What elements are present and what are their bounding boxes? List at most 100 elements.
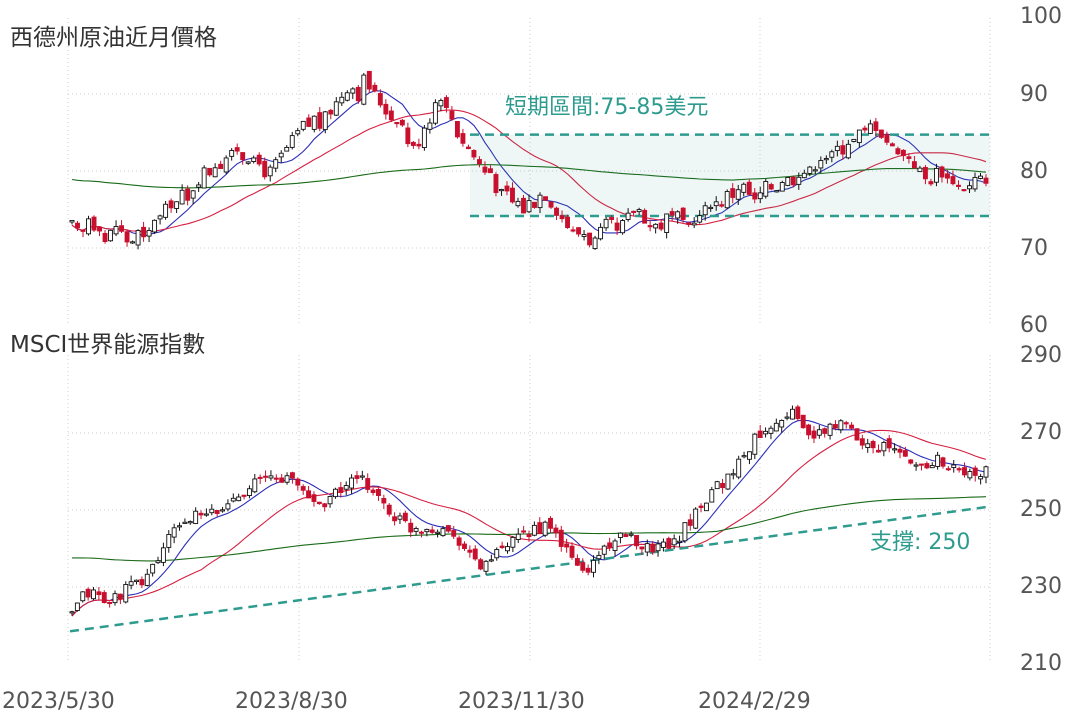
candle-body	[601, 545, 607, 555]
candle-body	[381, 498, 387, 504]
candle-body	[554, 207, 559, 216]
candle-body	[790, 176, 796, 186]
candle-body	[504, 185, 510, 192]
candle-body	[427, 122, 433, 130]
candle-body	[483, 560, 489, 572]
candle-body	[139, 579, 145, 586]
candle-body	[664, 213, 670, 233]
candle-body	[935, 454, 941, 467]
candle-body	[843, 422, 849, 425]
candle-body	[234, 147, 240, 152]
candle-body	[284, 475, 290, 483]
candle-body	[779, 419, 785, 428]
candle-body	[698, 505, 704, 508]
energy-y-tick: 290	[1020, 343, 1062, 368]
candle-body	[639, 546, 645, 550]
candle-body	[741, 183, 747, 193]
energy-y-tick: 250	[1020, 497, 1062, 522]
candle-body	[851, 138, 857, 142]
candle-body	[515, 200, 521, 207]
candle-body	[438, 99, 444, 107]
candle-body	[779, 182, 785, 192]
candle-body	[241, 494, 247, 497]
candle-body	[350, 88, 356, 94]
candle-body	[344, 92, 350, 101]
candle-body	[972, 176, 978, 190]
candle-body	[295, 130, 301, 135]
candle-body	[80, 229, 86, 232]
candle-body	[956, 184, 961, 187]
candle-body	[644, 543, 650, 553]
candle-body	[386, 504, 392, 515]
candle-body	[548, 201, 554, 208]
candle-body	[207, 167, 213, 176]
candle-body	[252, 478, 258, 493]
candle-body	[587, 232, 593, 246]
candle-body	[240, 152, 246, 161]
candle-body	[499, 189, 504, 192]
candle-body	[796, 176, 802, 185]
candle-body	[257, 476, 263, 479]
candle-body	[230, 497, 236, 502]
ma-mid-line	[71, 429, 987, 617]
candle-body	[833, 424, 838, 429]
energy-y-tick: 270	[1020, 420, 1062, 445]
candle-body	[849, 424, 855, 429]
candle-body	[823, 158, 829, 161]
candle-body	[962, 467, 967, 476]
candle-body	[565, 216, 570, 229]
candle-body	[714, 481, 720, 490]
candle-body	[521, 197, 526, 214]
candle-body	[278, 152, 284, 158]
candle-body	[355, 86, 361, 102]
candle-body	[198, 512, 204, 516]
candle-body	[827, 423, 833, 436]
candle-body	[634, 535, 639, 547]
candle-body	[741, 455, 747, 458]
candle-body	[521, 530, 527, 533]
candle-body	[203, 513, 209, 516]
candle-body	[906, 156, 912, 159]
candle-body	[752, 192, 758, 200]
candle-body	[102, 232, 108, 242]
candle-body	[354, 475, 360, 479]
candle-body	[338, 487, 344, 493]
candle-body	[193, 510, 199, 525]
candle-body	[859, 438, 865, 446]
energy-y-tick: 210	[1020, 651, 1062, 676]
candle-body	[410, 141, 416, 146]
candle-body	[440, 528, 446, 537]
candle-body	[658, 222, 664, 230]
candle-body	[267, 166, 273, 177]
candle-body	[607, 542, 613, 548]
candle-body	[392, 516, 398, 522]
candle-body	[647, 225, 653, 228]
candle-body	[558, 529, 564, 547]
candle-body	[376, 488, 381, 496]
candle-body	[784, 416, 790, 419]
candle-body	[682, 522, 688, 542]
candle-body	[908, 459, 914, 464]
candle-body	[620, 220, 626, 234]
candle-body	[929, 465, 935, 469]
candle-body	[650, 543, 656, 553]
candle-body	[978, 175, 983, 179]
candle-body	[316, 501, 322, 505]
candle-body	[829, 151, 835, 158]
candle-body	[818, 160, 824, 169]
candle-body	[256, 154, 262, 165]
candle-body	[499, 545, 505, 548]
candle-body	[752, 433, 758, 455]
candle-body	[119, 225, 125, 232]
candle-body	[86, 218, 91, 235]
candle-body	[675, 211, 681, 219]
candle-body	[493, 174, 499, 193]
candle-body	[543, 196, 548, 201]
candle-body	[130, 241, 136, 244]
oil-y-tick: 80	[1020, 159, 1048, 184]
candle-body	[182, 521, 188, 524]
candle-body	[642, 209, 648, 224]
candle-body	[708, 206, 714, 210]
candle-body	[201, 167, 207, 189]
